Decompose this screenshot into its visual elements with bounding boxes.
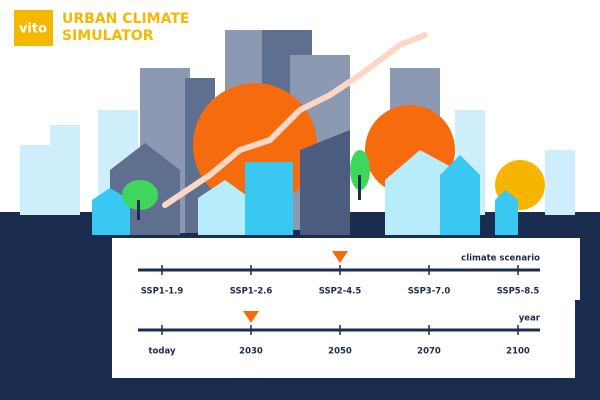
control-card [112, 238, 580, 378]
sliders: climate scenario SSP1-1.9 SSP1-2.6 SSP2-4.5… [138, 251, 541, 357]
logo: vito [19, 22, 47, 37]
city-illustration [20, 30, 575, 235]
slider-option[interactable]: 2050 [328, 347, 352, 357]
slider-option[interactable]: 2070 [417, 347, 441, 357]
slider-option[interactable]: today [148, 347, 175, 357]
slider-option[interactable]: SSP1-1.9 [141, 287, 184, 297]
title-line: SIMULATOR [62, 28, 154, 44]
slider-option[interactable]: SSP5-8.5 [497, 287, 540, 297]
slider-label: year [519, 314, 541, 324]
slider-label: climate scenario [461, 254, 540, 264]
slider-option[interactable]: 2030 [239, 347, 263, 357]
logo-box [14, 10, 53, 46]
slider-handle[interactable] [243, 311, 259, 323]
slider-option[interactable]: SSP2-4.5 [319, 287, 362, 297]
slider-option[interactable]: 2100 [506, 347, 530, 357]
title-line: URBAN CLIMATE [62, 11, 189, 27]
slider-option[interactable]: SSP3-7.0 [408, 287, 451, 297]
slider-option[interactable]: SSP1-2.6 [230, 287, 273, 297]
slider-handle[interactable] [332, 251, 348, 263]
